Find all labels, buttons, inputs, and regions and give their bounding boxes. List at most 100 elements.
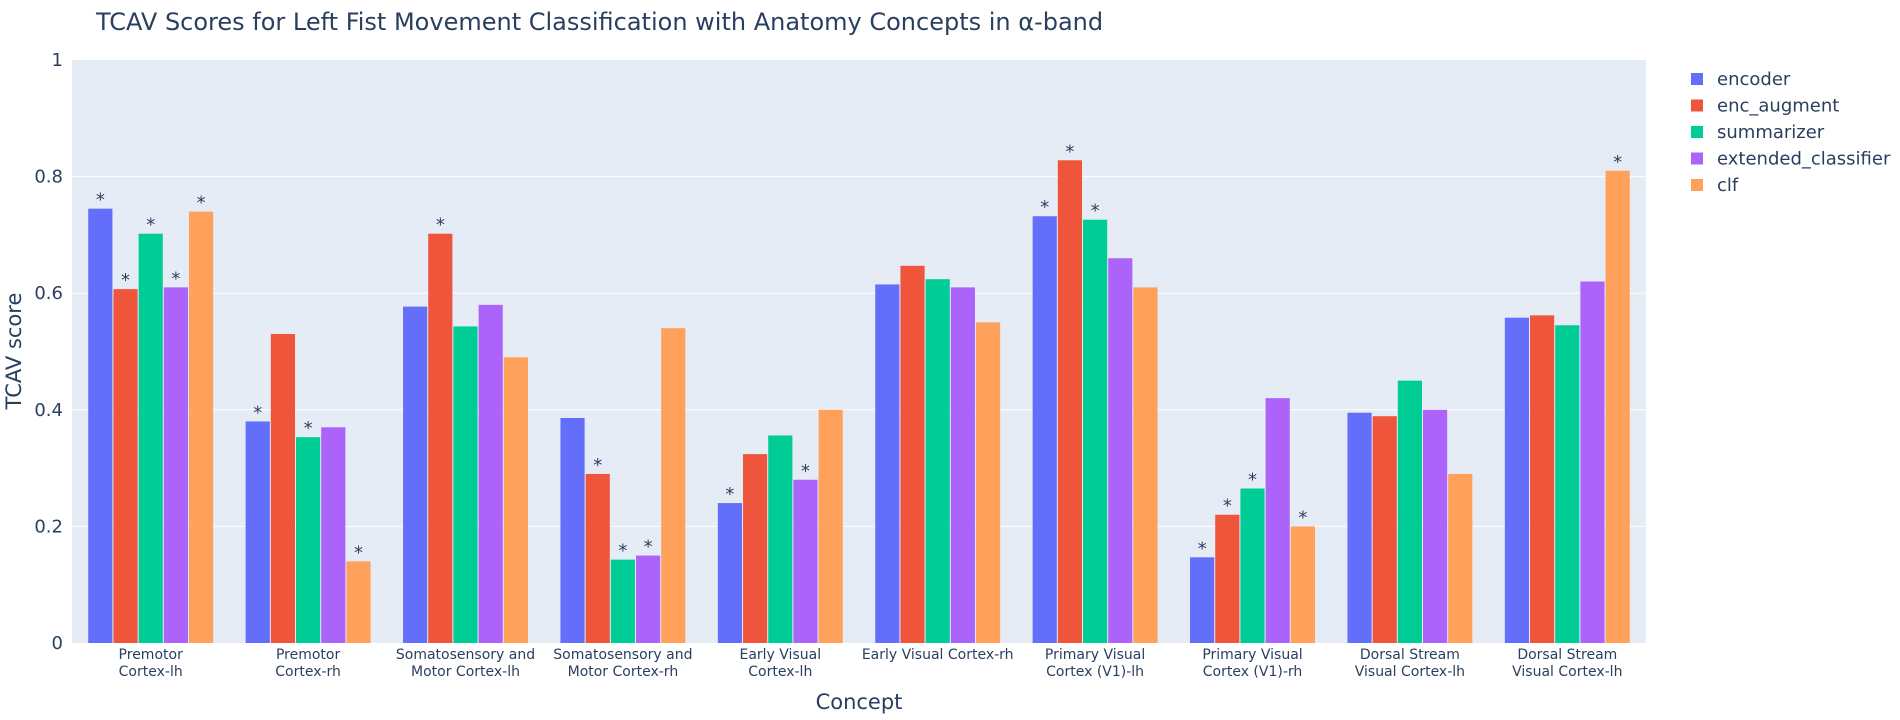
y-tick-label: 1 (52, 50, 63, 71)
significance-star: * (436, 215, 445, 236)
bar-enc_augment-9 (1530, 315, 1555, 643)
x-tick-label: Cortex-lh (119, 664, 183, 680)
bar-clf-3 (661, 328, 686, 643)
bar-summarizer-7 (1240, 488, 1265, 643)
bar-extended_classifier-3 (635, 555, 661, 643)
y-tick-label: 0.4 (34, 400, 63, 421)
bar-summarizer-5 (925, 279, 950, 643)
bar-encoder-0 (88, 208, 113, 644)
bar-enc_augment-1 (270, 334, 296, 643)
bar-extended_classifier-0 (163, 287, 188, 643)
x-tick-labels: PremotorCortex-lhPremotorCortex-rhSomato… (119, 647, 1623, 680)
bar-enc_augment-4 (743, 454, 768, 643)
legend-label-enc_augment: enc_augment (1717, 96, 1839, 117)
x-tick-label: Early Visual Cortex-rh (862, 647, 1014, 663)
y-tick-labels: 0 0.2 0.4 0.6 0.8 1 (34, 50, 63, 654)
bar-enc_augment-6 (1057, 160, 1083, 643)
significance-star: * (618, 541, 627, 562)
bar-encoder-9 (1504, 317, 1530, 643)
bar-enc_augment-2 (428, 233, 453, 643)
x-tick-label: Primary Visual (1045, 647, 1145, 663)
bar-clf-0 (188, 211, 214, 643)
bar-clf-4 (818, 409, 843, 643)
bar-encoder-1 (245, 421, 270, 643)
significance-star: * (354, 542, 363, 563)
x-tick-label: Cortex-lh (748, 664, 812, 680)
bar-extended_classifier-7 (1265, 398, 1290, 643)
bar-clf-6 (1133, 287, 1158, 643)
bar-enc_augment-3 (585, 473, 610, 643)
significance-star: * (801, 461, 810, 482)
x-tick-label: Cortex (V1)-lh (1046, 664, 1144, 680)
bar-enc_augment-7 (1215, 514, 1240, 643)
x-tick-label: Visual Cortex-lh (1355, 664, 1465, 680)
bar-clf-7 (1290, 526, 1315, 643)
bar-summarizer-0 (138, 233, 163, 643)
bar-extended_classifier-4 (793, 479, 818, 643)
bar-extended_classifier-1 (321, 427, 346, 643)
legend-label-summarizer: summarizer (1717, 122, 1825, 143)
bar-summarizer-4 (768, 435, 793, 643)
significance-star: * (253, 402, 262, 423)
significance-star: * (1248, 470, 1257, 491)
x-tick-label: Premotor (276, 647, 341, 663)
bar-summarizer-1 (296, 437, 321, 643)
x-tick-label: Motor Cortex-rh (568, 664, 679, 680)
significance-star: * (197, 193, 206, 214)
bar-summarizer-8 (1397, 380, 1422, 643)
y-axis-title: TCAV score (2, 293, 26, 411)
significance-star: * (304, 418, 313, 439)
significance-star: * (121, 270, 130, 291)
bar-encoder-3 (560, 417, 585, 643)
significance-star: * (1298, 507, 1307, 528)
significance-markers: * * * * * * * * * * * * * * * * * * * * * * (96, 141, 1622, 563)
y-tick-label: 0.6 (34, 283, 63, 304)
legend-label-extended_classifier: extended_classifier (1717, 149, 1891, 170)
bar-summarizer-9 (1555, 325, 1580, 643)
significance-star: * (1198, 538, 1207, 559)
significance-star: * (644, 537, 653, 558)
x-axis-title: Concept (816, 690, 903, 714)
legend-swatch-enc_augment (1691, 99, 1703, 112)
significance-star: * (1223, 496, 1232, 517)
significance-star: * (1040, 197, 1049, 218)
x-tick-label: Motor Cortex-lh (411, 664, 520, 680)
bar-extended_classifier-8 (1422, 409, 1448, 643)
x-tick-label: Premotor (119, 647, 184, 663)
bar-clf-9 (1605, 170, 1630, 643)
significance-star: * (1613, 152, 1622, 173)
x-tick-label: Early Visual (739, 647, 821, 663)
bar-extended_classifier-5 (950, 287, 975, 643)
x-tick-label: Dorsal Stream (1517, 647, 1617, 663)
y-tick-label: 0.2 (34, 516, 63, 537)
bar-encoder-2 (403, 306, 428, 643)
bar-encoder-5 (875, 284, 900, 643)
y-tick-label: 0 (52, 633, 63, 654)
x-tick-label: Somatosensory and (396, 647, 535, 663)
legend-label-encoder: encoder (1717, 69, 1791, 90)
bar-extended_classifier-9 (1580, 281, 1605, 643)
bar-encoder-6 (1032, 216, 1057, 643)
x-tick-label: Primary Visual (1202, 647, 1302, 663)
bar-extended_classifier-2 (478, 304, 503, 643)
significance-star: * (96, 190, 105, 211)
legend-swatch-extended_classifier (1691, 152, 1703, 165)
bars (88, 160, 1630, 644)
bar-summarizer-2 (453, 326, 478, 643)
bar-clf-8 (1448, 473, 1473, 643)
bar-extended_classifier-6 (1108, 258, 1133, 643)
bar-enc_augment-0 (113, 289, 138, 643)
significance-star: * (1065, 141, 1074, 162)
bar-summarizer-3 (610, 559, 635, 643)
legend-swatch-summarizer (1691, 126, 1703, 138)
x-tick-label: Visual Cortex-lh (1512, 664, 1622, 680)
bar-clf-2 (503, 357, 528, 643)
x-tick-label: Cortex (V1)-rh (1203, 664, 1303, 680)
x-tick-label: Somatosensory and (553, 647, 692, 663)
significance-star: * (146, 215, 155, 236)
significance-star: * (593, 455, 602, 476)
bar-summarizer-6 (1083, 219, 1108, 643)
x-tick-label: Cortex-rh (275, 664, 341, 680)
significance-star: * (725, 484, 734, 505)
